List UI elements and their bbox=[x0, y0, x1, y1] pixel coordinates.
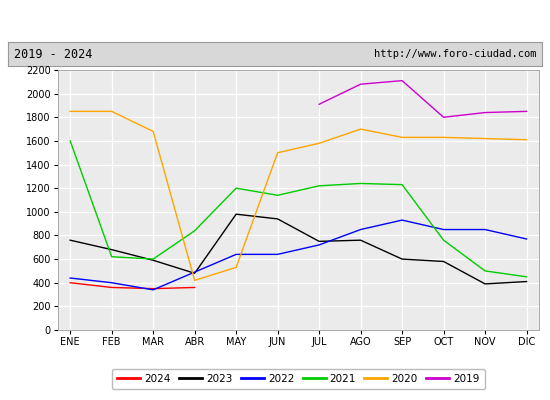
2020 bbox=[523, 137, 530, 142]
2024 bbox=[108, 285, 115, 290]
2023 bbox=[274, 216, 281, 221]
2019 bbox=[441, 115, 447, 120]
2023 bbox=[441, 259, 447, 264]
2023 bbox=[150, 258, 156, 263]
2021 bbox=[191, 228, 198, 233]
2021 bbox=[67, 138, 74, 143]
2022 bbox=[233, 252, 239, 257]
2020 bbox=[233, 265, 239, 270]
2023 bbox=[523, 279, 530, 284]
Line: 2019: 2019 bbox=[319, 81, 526, 117]
2019 bbox=[358, 82, 364, 86]
2024 bbox=[191, 285, 198, 290]
2021 bbox=[274, 193, 281, 198]
Line: 2024: 2024 bbox=[70, 283, 195, 289]
2020 bbox=[358, 127, 364, 132]
2022 bbox=[358, 227, 364, 232]
Line: 2020: 2020 bbox=[70, 111, 526, 280]
2019 bbox=[316, 102, 322, 107]
2021 bbox=[441, 238, 447, 242]
2021 bbox=[150, 257, 156, 262]
Text: 2019 - 2024: 2019 - 2024 bbox=[14, 48, 92, 60]
2020 bbox=[150, 129, 156, 134]
2022 bbox=[108, 280, 115, 285]
2020 bbox=[108, 109, 115, 114]
2019 bbox=[523, 109, 530, 114]
2020 bbox=[482, 136, 488, 141]
2022 bbox=[150, 288, 156, 292]
2020 bbox=[191, 278, 198, 283]
2020 bbox=[399, 135, 405, 140]
Line: 2021: 2021 bbox=[70, 141, 526, 277]
2021 bbox=[108, 254, 115, 259]
2023 bbox=[108, 247, 115, 252]
Legend: 2024, 2023, 2022, 2021, 2020, 2019: 2024, 2023, 2022, 2021, 2020, 2019 bbox=[112, 369, 485, 390]
2024 bbox=[67, 280, 74, 285]
2023 bbox=[358, 238, 364, 242]
2023 bbox=[191, 271, 198, 276]
2023 bbox=[316, 239, 322, 244]
2024 bbox=[150, 286, 156, 291]
2021 bbox=[523, 274, 530, 279]
2022 bbox=[523, 236, 530, 241]
2020 bbox=[67, 109, 74, 114]
Line: 2022: 2022 bbox=[70, 220, 526, 290]
2022 bbox=[482, 227, 488, 232]
Line: 2023: 2023 bbox=[70, 214, 526, 284]
2022 bbox=[441, 227, 447, 232]
Text: Evolucion Nº Turistas Nacionales en el municipio de Magaz de Pisuerga: Evolucion Nº Turistas Nacionales en el m… bbox=[8, 14, 542, 28]
2022 bbox=[316, 242, 322, 247]
2022 bbox=[399, 218, 405, 222]
2022 bbox=[274, 252, 281, 257]
2020 bbox=[441, 135, 447, 140]
2023 bbox=[67, 238, 74, 242]
2022 bbox=[67, 276, 74, 280]
2023 bbox=[399, 257, 405, 262]
2021 bbox=[482, 268, 488, 273]
2021 bbox=[399, 182, 405, 187]
Text: http://www.foro-ciudad.com: http://www.foro-ciudad.com bbox=[374, 49, 536, 59]
2020 bbox=[316, 141, 322, 146]
2023 bbox=[482, 282, 488, 286]
2023 bbox=[233, 212, 239, 216]
2021 bbox=[316, 184, 322, 188]
2019 bbox=[399, 78, 405, 83]
2019 bbox=[482, 110, 488, 115]
2021 bbox=[233, 186, 239, 190]
2020 bbox=[274, 150, 281, 155]
2022 bbox=[191, 270, 198, 274]
2021 bbox=[358, 181, 364, 186]
